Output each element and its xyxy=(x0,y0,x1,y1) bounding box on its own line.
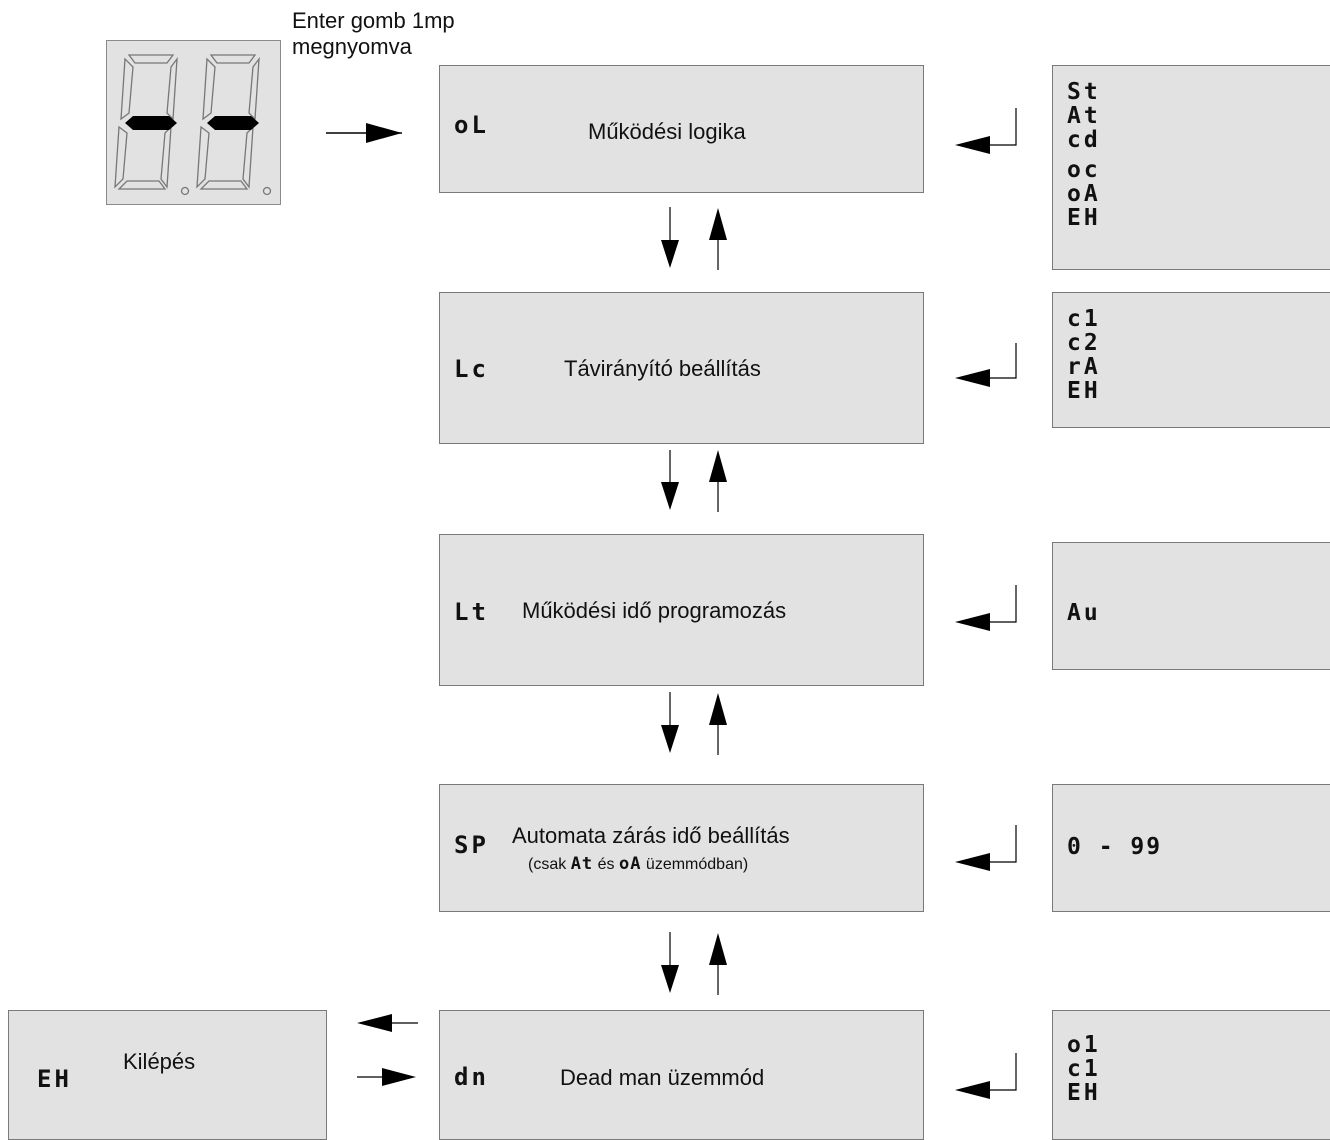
options-list: St At cd oc oA EH xyxy=(1067,80,1101,230)
sub-code-at: At xyxy=(570,854,594,874)
options-list: 0 - 99 xyxy=(1067,835,1162,859)
menu-label: Működési idő programozás xyxy=(522,598,787,623)
options-list: Au xyxy=(1067,601,1101,625)
menu-label: Automata zárás idő beállítás xyxy=(512,823,790,848)
option-item[interactable]: rA xyxy=(1067,354,1101,380)
option-item[interactable]: c2 xyxy=(1067,330,1101,356)
seven-segment-display-icon xyxy=(106,40,281,205)
menu-code-sp: SP xyxy=(454,831,489,859)
option-item[interactable]: 0 - 99 xyxy=(1067,834,1163,860)
options-box-remote-setting[interactable]: c1 c2 rA EH xyxy=(1052,292,1330,428)
exit-label: Kilépés xyxy=(123,1049,196,1074)
nav-arrows-2 xyxy=(661,450,727,512)
options-box-operating-logic[interactable]: St At cd oc oA EH xyxy=(1052,65,1330,270)
seven-segment-digits xyxy=(114,54,272,196)
option-item[interactable]: EH xyxy=(1067,205,1101,231)
menu-code-ol: oL xyxy=(454,111,489,139)
enter-note-line-1: Enter gomb 1mp xyxy=(292,8,455,33)
option-item[interactable]: At xyxy=(1067,103,1101,129)
sub-middle: és xyxy=(597,856,615,873)
sub-prefix: (csak xyxy=(528,856,567,873)
sub-suffix: üzemmódban) xyxy=(645,856,749,873)
option-item[interactable]: cd xyxy=(1067,127,1101,153)
option-item[interactable]: oc xyxy=(1067,157,1101,183)
return-arrow-1 xyxy=(955,108,1017,154)
nav-arrows-3 xyxy=(661,692,727,755)
sub-code-oa: oA xyxy=(618,854,642,874)
options-list: c1 c2 rA EH xyxy=(1067,307,1101,403)
menu-box-operating-logic[interactable]: oL Működési logika xyxy=(439,65,924,193)
options-list: o1 c1 EH xyxy=(1067,1033,1101,1105)
options-box-operating-time[interactable]: Au xyxy=(1052,542,1330,670)
option-item[interactable]: Au xyxy=(1067,600,1101,626)
return-arrow-5 xyxy=(955,1053,1017,1099)
menu-code-lt: Lt xyxy=(454,598,489,626)
option-item[interactable]: o1 xyxy=(1067,1032,1101,1058)
return-arrow-3 xyxy=(955,585,1017,631)
menu-code-dn: dn xyxy=(454,1063,489,1091)
menu-code-lc: Lc xyxy=(454,355,489,383)
option-item[interactable]: oA xyxy=(1067,181,1101,207)
nav-arrows-4 xyxy=(661,932,727,995)
menu-label: Távirányító beállítás xyxy=(564,356,761,381)
menu-label: Dead man üzemmód xyxy=(560,1065,765,1090)
exit-arrow-right xyxy=(357,1068,416,1086)
menu-box-dead-man[interactable]: dn Dead man üzemmód xyxy=(439,1010,924,1140)
enter-note: Enter gomb 1mp megnyomva xyxy=(292,8,455,60)
exit-code: EH xyxy=(37,1065,72,1093)
menu-label: Működési logika xyxy=(588,119,746,144)
enter-note-line-2: megnyomva xyxy=(292,34,412,59)
options-box-dead-man[interactable]: o1 c1 EH xyxy=(1052,1010,1330,1140)
menu-box-operating-time[interactable]: Lt Működési idő programozás xyxy=(439,534,924,686)
option-item[interactable]: c1 xyxy=(1067,306,1101,332)
menu-sublabel: (csak At és oA üzemmódban) xyxy=(528,854,748,874)
option-item[interactable]: EH xyxy=(1067,378,1101,404)
menu-box-remote-setting[interactable]: Lc Távirányító beállítás xyxy=(439,292,924,444)
exit-box[interactable]: EH Kilépés xyxy=(8,1010,327,1140)
return-arrow-4 xyxy=(955,825,1017,871)
exit-arrow-left xyxy=(357,1014,418,1032)
options-box-auto-close[interactable]: 0 - 99 xyxy=(1052,784,1330,912)
option-item[interactable]: c1 xyxy=(1067,1056,1101,1082)
option-item[interactable]: EH xyxy=(1067,1080,1101,1106)
menu-box-auto-close[interactable]: SP Automata zárás idő beállítás (csak At… xyxy=(439,784,924,912)
nav-arrows-1 xyxy=(661,207,727,270)
option-item[interactable]: St xyxy=(1067,79,1101,105)
return-arrow-2 xyxy=(955,343,1017,387)
